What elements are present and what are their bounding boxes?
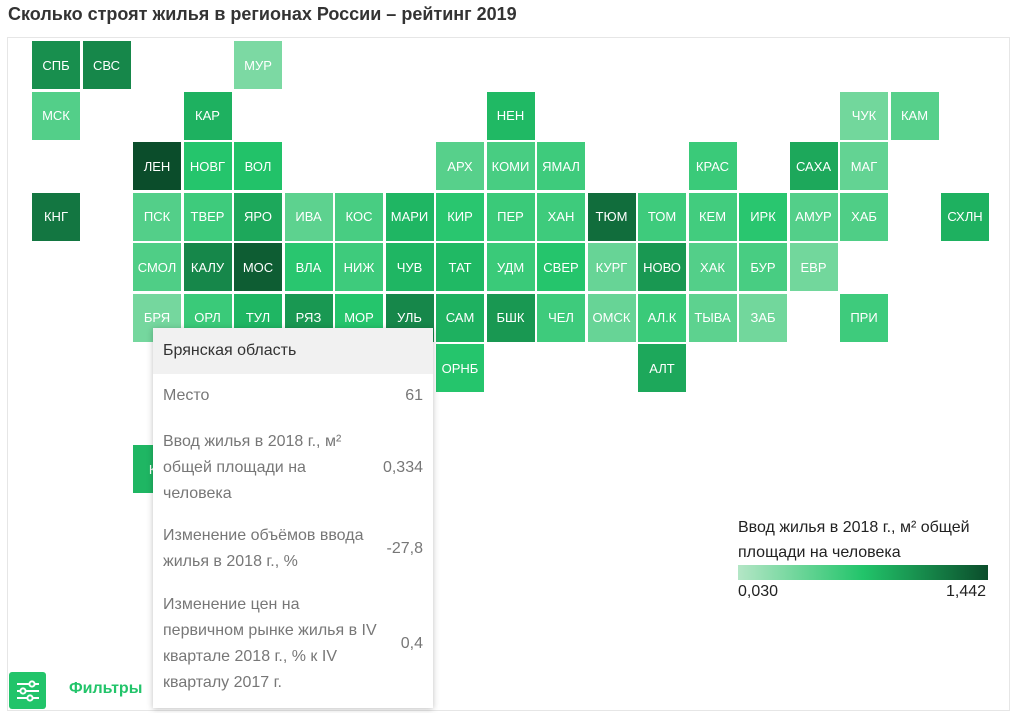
region-tile[interactable]: ТАТ [436, 243, 484, 291]
region-tile[interactable]: САХА [789, 142, 838, 190]
region-tile[interactable]: КАМ [890, 91, 939, 140]
region-tile[interactable]: НЕН [486, 91, 535, 140]
region-tile[interactable]: БШК [486, 293, 535, 342]
legend-title: Ввод жилья в 2018 г., м² общей площади н… [738, 519, 970, 561]
tooltip-label: Ввод жилья в 2018 г., м² общей площади н… [163, 433, 342, 502]
region-tile[interactable]: СВЕР [537, 243, 585, 291]
region-tile[interactable]: ПРИ [840, 293, 888, 342]
region-tile[interactable]: ЯРО [234, 192, 282, 241]
region-tile[interactable]: ХАБ [840, 192, 888, 241]
tooltip-row-housing: Ввод жилья в 2018 г., м² общей площади н… [163, 429, 423, 507]
region-tile[interactable]: ТОМ [638, 192, 686, 241]
region-tile[interactable]: СМОЛ [133, 243, 181, 291]
region-tile[interactable]: КОС [335, 192, 383, 241]
region-tile[interactable]: ВЛА [284, 243, 333, 291]
region-tile[interactable]: АРХ [436, 142, 484, 190]
region-tile[interactable]: МУР [234, 41, 282, 89]
region-tile[interactable]: КРАС [688, 142, 737, 190]
region-tile[interactable]: КАЛУ [183, 243, 232, 291]
region-tile[interactable]: КУРГ [587, 243, 636, 291]
tooltip-label: Изменение объёмов ввода жилья в 2018 г.,… [163, 527, 364, 570]
tooltip-value: 0,4 [400, 635, 423, 652]
region-tile[interactable]: КИР [436, 192, 484, 241]
region-tile[interactable]: КОМИ [486, 142, 535, 190]
region-tile[interactable]: АМУР [789, 192, 838, 241]
region-tile[interactable]: ОМСК [587, 293, 636, 342]
region-tile[interactable]: ТЮМ [587, 192, 636, 241]
region-tile[interactable]: ТВЕР [183, 192, 232, 241]
filters-button[interactable] [9, 672, 46, 709]
filters-label[interactable]: Фильтры [69, 680, 143, 697]
region-tile[interactable]: СХЛН [941, 192, 989, 241]
region-tile[interactable]: ПСК [133, 192, 181, 241]
region-tile[interactable]: ЧЕЛ [537, 293, 585, 342]
region-tile[interactable]: МАГ [840, 142, 888, 190]
region-tile[interactable]: БУР [739, 243, 787, 291]
region-tile[interactable]: ЯМАЛ [537, 142, 585, 190]
region-tile[interactable]: ПЕР [486, 192, 535, 241]
region-tile[interactable]: ЧУВ [385, 243, 434, 291]
tooltip-row-price-change: Изменение цен на первичном рынке жилья в… [163, 592, 423, 696]
tooltip-row-rank: Место 61 [163, 383, 423, 409]
region-tile[interactable]: СПБ [32, 41, 80, 89]
region-tile[interactable]: ЧУК [840, 91, 888, 140]
region-tile[interactable]: КЕМ [688, 192, 737, 241]
tooltip-value: 0,334 [382, 459, 423, 476]
region-tile[interactable]: ЕВР [789, 243, 838, 291]
page-title: Сколько строят жилья в регионах России –… [8, 4, 517, 24]
legend-color-scale [738, 565, 988, 580]
region-tile[interactable]: АЛ.К [638, 293, 686, 342]
region-tile[interactable]: ОРНБ [436, 344, 484, 392]
tooltip-row-volume-change: Изменение объёмов ввода жилья в 2018 г.,… [163, 523, 423, 575]
region-tile[interactable]: САМ [436, 293, 484, 342]
tooltip-label: Место [163, 387, 210, 404]
region-tooltip: Брянская область Место 61 Ввод жилья в 2… [153, 328, 433, 708]
tooltip-value: -27,8 [386, 540, 423, 557]
region-tile[interactable]: ВОЛ [234, 142, 282, 190]
region-tile[interactable]: КАР [183, 91, 232, 140]
region-tile[interactable]: ИРК [739, 192, 787, 241]
region-tile[interactable]: КНГ [32, 192, 80, 241]
region-tile[interactable]: ИВА [284, 192, 333, 241]
region-tile[interactable]: СВС [82, 41, 131, 89]
region-tile[interactable]: АЛТ [638, 344, 686, 392]
region-tile[interactable]: МСК [32, 91, 80, 140]
region-tile[interactable]: НОВО [638, 243, 686, 291]
region-tile[interactable]: УДМ [486, 243, 535, 291]
region-tile[interactable]: ЗАБ [739, 293, 787, 342]
region-tile[interactable]: МАРИ [385, 192, 434, 241]
region-tile[interactable]: НИЖ [335, 243, 383, 291]
region-tile[interactable]: ХАН [537, 192, 585, 241]
region-tile[interactable]: ТЫВА [688, 293, 737, 342]
legend-min-label: 0,030 [738, 583, 779, 600]
region-tile[interactable]: ХАК [688, 243, 737, 291]
region-tile[interactable]: МОС [234, 243, 282, 291]
region-tile[interactable]: ЛЕН [133, 142, 181, 190]
tooltip-value: 61 [405, 387, 423, 404]
region-tile[interactable]: НОВГ [183, 142, 232, 190]
tooltip-region-name: Брянская область [153, 328, 433, 374]
legend-max-label: 1,442 [946, 583, 987, 600]
tooltip-label: Изменение цен на первичном рынке жилья в… [163, 596, 377, 691]
sliders-icon [16, 679, 39, 702]
